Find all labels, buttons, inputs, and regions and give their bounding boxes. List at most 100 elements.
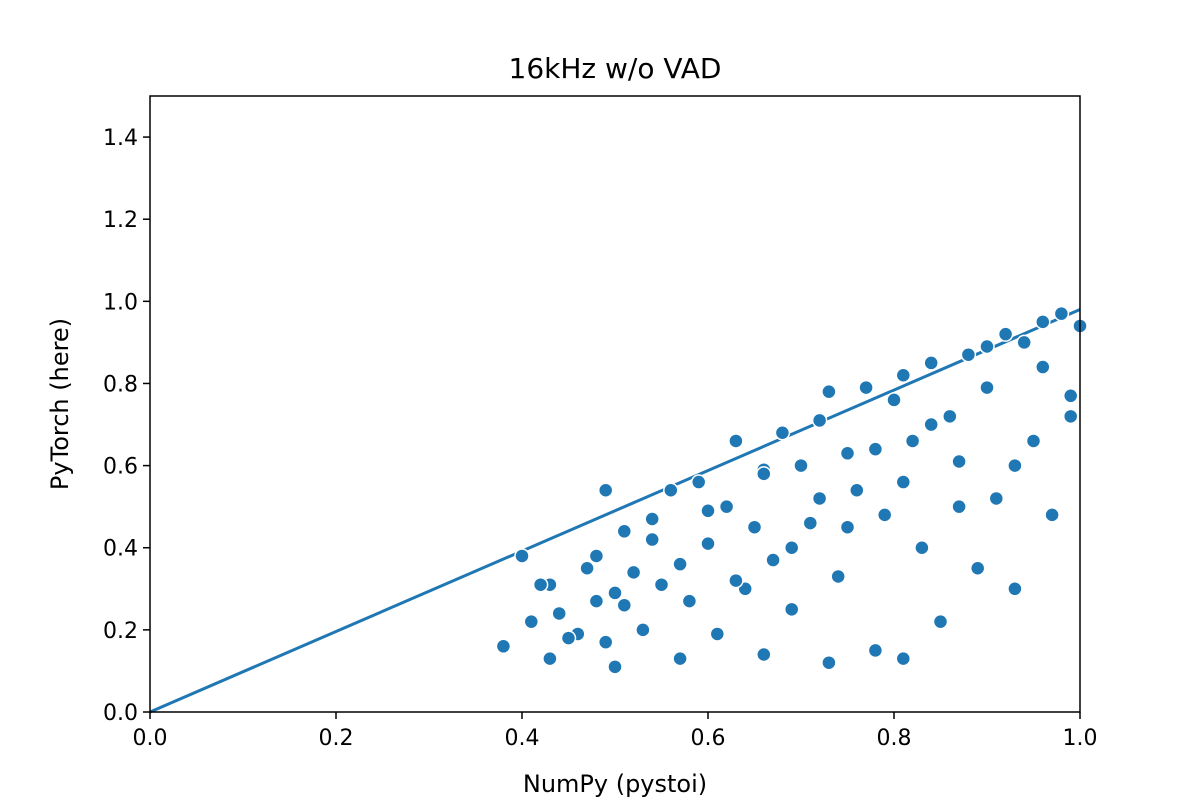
scatter-point: [783, 601, 800, 618]
axes-frame: [149, 95, 1081, 713]
scatter-point: [876, 507, 893, 523]
y-tick-label: 0.2: [103, 619, 138, 644]
scatter-point: [1025, 433, 1042, 449]
y-tick-label: 1.2: [103, 208, 138, 233]
x-tick-label: 0.2: [319, 726, 354, 751]
x-tick-label: 0.4: [505, 726, 540, 751]
scatter-point: [830, 568, 846, 585]
scatter-point: [644, 531, 660, 548]
scatter-point: [523, 613, 540, 630]
scatter-point: [979, 338, 995, 355]
scatter-point: [811, 412, 828, 429]
x-tick-label: 0.8: [877, 726, 912, 751]
scatter-point: [551, 605, 567, 622]
x-tick-label: 0.0: [133, 726, 168, 751]
scatter-point: [867, 642, 884, 659]
scatter-point: [858, 379, 874, 396]
scatter-point: [746, 519, 763, 535]
scatter-point: [942, 408, 958, 425]
scatter-point: [653, 576, 670, 593]
x-tick-label: 1.0: [1063, 726, 1098, 751]
scatter-point: [588, 548, 605, 564]
scatter-point: [895, 650, 912, 667]
scatter-point: [802, 515, 819, 531]
scatter-point: [1016, 334, 1032, 351]
scatter-point: [988, 490, 1005, 507]
reference-line: [149, 308, 1081, 714]
y-axis-label: PyTorch (here): [46, 318, 74, 490]
scatter-point: [839, 445, 856, 462]
scatter-point: [690, 474, 707, 490]
scatter-point: [997, 326, 1014, 342]
scatter-point: [756, 646, 772, 663]
scatter-point: [495, 638, 512, 655]
scatter-point: [1044, 507, 1060, 523]
scatter-point: [1062, 408, 1079, 425]
scatter-point: [597, 482, 614, 498]
scatter-point: [765, 552, 781, 568]
scatter-point: [904, 433, 921, 449]
scatter-point: [644, 511, 660, 527]
scatter-point: [1007, 457, 1023, 474]
scatter-point: [681, 593, 698, 609]
scatter-point: [774, 424, 791, 441]
scatter-point: [607, 659, 623, 675]
scatter-point: [886, 392, 902, 408]
y-tick-label: 0.6: [103, 455, 138, 480]
x-tick-label: 0.6: [691, 726, 726, 751]
x-axis-ticks: 0.0 0.2 0.4 0.6 0.8 1.0: [133, 712, 1098, 751]
scatter-point: [960, 346, 977, 363]
scatter-point: [728, 433, 744, 449]
scatter-point: [793, 457, 809, 474]
scatter-point: [783, 539, 800, 556]
y-tick-label: 1.0: [103, 290, 138, 315]
scatter-point: [579, 560, 595, 577]
scatter-point: [635, 622, 651, 638]
scatter-point: [728, 572, 744, 589]
scatter-point: [709, 626, 726, 642]
scatter-point: [532, 576, 549, 593]
scatter-point: [895, 367, 912, 384]
scatter-point: [867, 441, 884, 457]
scatter-point: [839, 519, 856, 535]
scatter-point: [895, 474, 912, 490]
scatter-point: [616, 597, 633, 613]
scatter-point: [607, 585, 623, 601]
scatter-point: [821, 654, 837, 671]
scatter-point: [1035, 359, 1051, 375]
y-tick-label: 1.4: [103, 126, 138, 151]
scatter-point: [700, 535, 716, 552]
scatter-point: [979, 379, 995, 396]
scatter-point: [514, 548, 530, 564]
scatter-point: [663, 482, 679, 498]
y-tick-label: 0.8: [103, 372, 138, 397]
scatter-point: [1053, 305, 1070, 322]
scatter-point: [588, 593, 605, 609]
scatter-point: [616, 523, 633, 540]
scatter-point: [1007, 581, 1023, 597]
scatter-point: [923, 416, 939, 433]
scatter-point: [597, 634, 614, 650]
scatter-point: [672, 650, 688, 667]
scatter-point: [849, 482, 865, 498]
scatter-point: [1062, 388, 1079, 404]
scatter-point: [811, 490, 828, 507]
scatter-point: [969, 560, 986, 577]
scatter-point: [951, 498, 967, 515]
scatter-point: [672, 556, 688, 572]
y-tick-label: 0.0: [103, 701, 138, 726]
x-axis-label: NumPy (pystoi): [523, 770, 707, 798]
scatter-point: [756, 466, 772, 482]
scatter-point: [700, 503, 716, 519]
scatter-point: [923, 355, 939, 371]
scatter-point: [542, 650, 558, 667]
plot-area: [149, 305, 1088, 714]
scatter-point: [914, 539, 930, 556]
scatter-point: [821, 383, 837, 400]
y-tick-label: 0.4: [103, 537, 138, 562]
scatter-point: [951, 453, 967, 470]
scatter-point: [718, 498, 735, 515]
scatter-point: [625, 564, 642, 581]
scatter-point: [932, 613, 949, 630]
